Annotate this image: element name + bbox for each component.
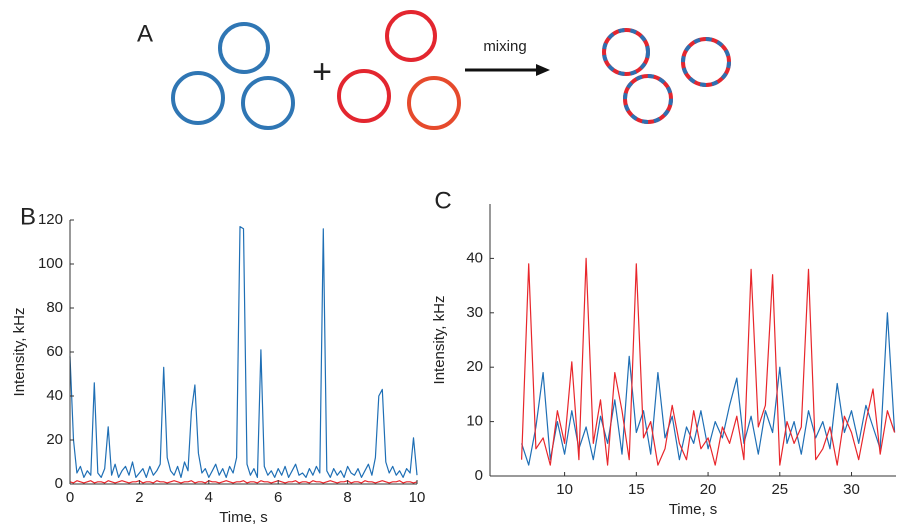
vesicle — [241, 76, 295, 130]
x-tick-label: 2 — [135, 489, 143, 506]
vesicle-dash — [681, 37, 731, 87]
x-tick-label: 10 — [556, 481, 573, 498]
y-tick-label: 20 — [46, 431, 63, 448]
vesicle-dash — [623, 74, 673, 124]
y-axis-label: Intensity, kHz — [11, 308, 28, 397]
x-tick-label: 6 — [274, 489, 282, 506]
x-tick-label: 25 — [771, 481, 788, 498]
x-axis-label: Time, s — [219, 509, 268, 526]
y-tick-label: 80 — [46, 299, 63, 316]
vesicle — [218, 22, 270, 74]
trace — [69, 226, 418, 478]
x-tick-label: 15 — [628, 481, 645, 498]
y-tick-label: 40 — [466, 249, 483, 266]
panel-label: B — [20, 203, 36, 230]
arrow-label: mixing — [483, 38, 526, 55]
y-tick-label: 100 — [38, 255, 63, 272]
panel-label: C — [434, 187, 451, 214]
y-tick-label: 40 — [46, 387, 63, 404]
vesicle — [171, 71, 225, 125]
x-axis-label: Time, s — [669, 501, 718, 518]
vesicle-dash — [602, 28, 650, 76]
y-tick-label: 10 — [466, 413, 483, 430]
x-tick-label: 0 — [66, 489, 74, 506]
x-tick-label: 20 — [700, 481, 717, 498]
vesicles-red — [337, 10, 461, 130]
y-tick-label: 30 — [466, 304, 483, 321]
y-tick-label: 20 — [466, 358, 483, 375]
vesicles-blue — [171, 22, 295, 130]
x-tick-label: 30 — [843, 481, 860, 498]
y-tick-label: 0 — [55, 475, 63, 492]
arrow-head — [536, 64, 550, 76]
vesicle — [385, 10, 437, 62]
x-tick-label: 4 — [205, 489, 213, 506]
y-axis-label: Intensity, kHz — [431, 296, 448, 385]
y-tick-label: 120 — [38, 211, 63, 228]
trace — [69, 480, 418, 484]
x-tick-label: 10 — [409, 489, 426, 506]
trace — [521, 257, 896, 466]
y-tick-label: 0 — [475, 467, 483, 484]
vesicle — [337, 69, 391, 123]
panel-label: A — [137, 20, 153, 47]
trace — [521, 312, 896, 466]
plus-sign: + — [312, 53, 332, 91]
vesicles-mixed — [602, 28, 731, 124]
y-tick-label: 60 — [46, 343, 63, 360]
x-tick-label: 8 — [343, 489, 351, 506]
vesicle — [407, 76, 461, 130]
